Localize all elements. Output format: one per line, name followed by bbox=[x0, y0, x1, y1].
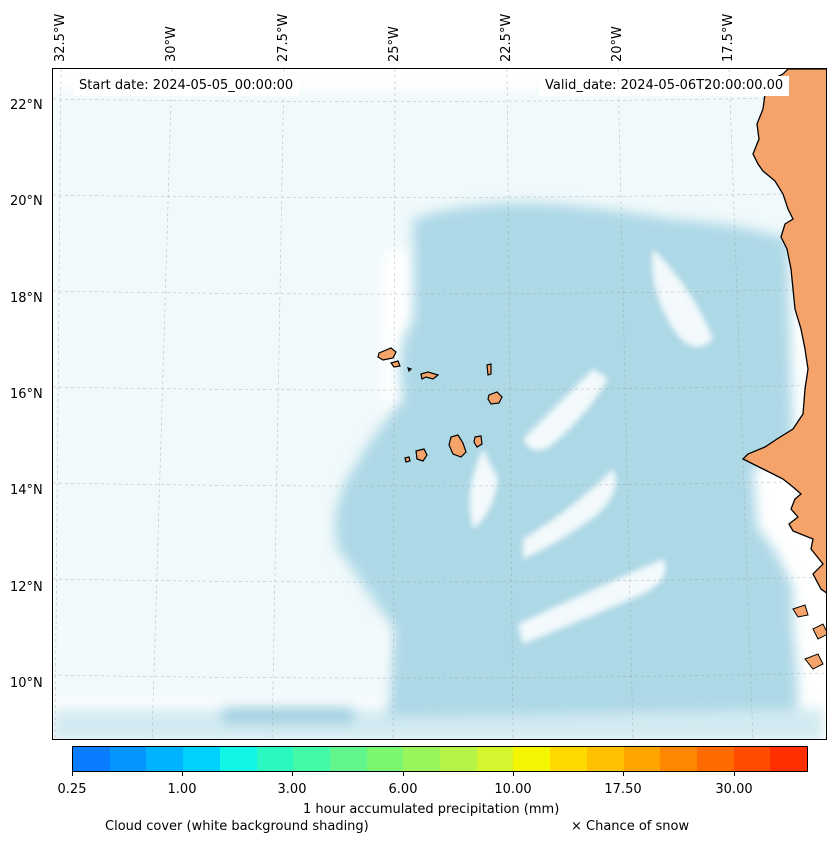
map-frame[interactable] bbox=[52, 68, 827, 740]
island-santiago bbox=[448, 434, 467, 458]
colorbar-segment bbox=[476, 747, 514, 771]
island-sal bbox=[486, 363, 492, 376]
start-date-label: Start date: 2024-05-05_00:00:00 bbox=[73, 76, 300, 96]
graticule bbox=[53, 69, 826, 739]
island-sao-nicolau bbox=[420, 371, 440, 380]
colorbar-segment bbox=[183, 747, 220, 771]
cloud-cover-haze bbox=[53, 89, 803, 699]
lon-label-20w: 20°W bbox=[610, 26, 625, 62]
lat-label-16n: 16°N bbox=[10, 387, 43, 402]
colorbar-tick bbox=[403, 772, 404, 776]
clear-sky-streaks bbox=[469, 249, 713, 644]
lat-label-14n: 14°N bbox=[10, 483, 43, 498]
cloud-cover-legend: Cloud cover (white background shading) bbox=[105, 819, 369, 834]
colorbar-segment bbox=[586, 747, 624, 771]
colorbar-tick bbox=[72, 772, 73, 776]
island-santo-antao bbox=[377, 347, 397, 361]
colorbar-tick bbox=[734, 772, 735, 776]
colorbar-segment bbox=[513, 747, 551, 771]
island-sao-vicente bbox=[389, 360, 401, 368]
africa-coastline bbox=[741, 69, 826, 670]
island-boa-vista bbox=[487, 391, 503, 405]
colorbar-segment bbox=[770, 747, 808, 771]
lon-label-30w: 30°W bbox=[164, 26, 179, 62]
lat-label-10n: 10°N bbox=[10, 676, 43, 691]
lat-label-20n: 20°N bbox=[10, 194, 43, 209]
cape-verde-islands bbox=[377, 347, 503, 463]
colorbar-segment bbox=[440, 747, 477, 771]
island-brava bbox=[404, 456, 411, 463]
colorbar-segment bbox=[219, 747, 257, 771]
colorbar-tick-label: 3.00 bbox=[277, 782, 307, 797]
lon-label-32-5w: 32.5°W bbox=[53, 13, 68, 62]
colorbar-tick-label: 10.00 bbox=[494, 782, 532, 797]
colorbar-segment bbox=[73, 747, 110, 771]
map-canvas bbox=[53, 69, 826, 739]
colorbar-segment bbox=[256, 747, 294, 771]
colorbar-segment bbox=[696, 747, 734, 771]
lat-label-22n: 22°N bbox=[10, 98, 43, 113]
colorbar-segment bbox=[733, 747, 771, 771]
precipitation-colorbar bbox=[72, 746, 808, 772]
colorbar-segment bbox=[660, 747, 697, 771]
lon-label-22-5w: 22.5°W bbox=[499, 13, 514, 62]
colorbar-segment bbox=[293, 747, 330, 771]
colorbar-tick-label: 0.25 bbox=[57, 782, 87, 797]
colorbar-tick bbox=[513, 772, 514, 776]
lat-label-18n: 18°N bbox=[10, 291, 43, 306]
colorbar-segment bbox=[329, 747, 367, 771]
valid-date-label: Valid_date: 2024-05-06T20:00:00.00 bbox=[539, 76, 790, 96]
lon-label-17-5w: 17.5°W bbox=[721, 13, 736, 62]
island-santa-luzia bbox=[407, 367, 413, 373]
colorbar-segment bbox=[550, 747, 587, 771]
lon-label-25w: 25°W bbox=[387, 26, 402, 62]
colorbar-tick-label: 1.00 bbox=[167, 782, 197, 797]
colorbar-segment bbox=[146, 747, 184, 771]
colorbar-tick-label: 30.00 bbox=[715, 782, 753, 797]
colorbar-segment bbox=[366, 747, 404, 771]
colorbar-segment bbox=[109, 747, 147, 771]
colorbar-tick bbox=[182, 772, 183, 776]
colorbar-title: 1 hour accumulated precipitation (mm) bbox=[303, 802, 560, 817]
lon-label-27-5w: 27.5°W bbox=[276, 13, 291, 62]
colorbar-segment bbox=[403, 747, 441, 771]
snow-legend: × Chance of snow bbox=[571, 819, 690, 834]
colorbar-tick-label: 6.00 bbox=[388, 782, 418, 797]
colorbar-tick bbox=[623, 772, 624, 776]
lat-label-12n: 12°N bbox=[10, 580, 43, 595]
colorbar-tick bbox=[292, 772, 293, 776]
island-fogo bbox=[415, 448, 428, 462]
island-maio bbox=[473, 435, 483, 448]
colorbar-tick-label: 17.50 bbox=[604, 782, 642, 797]
colorbar-segment bbox=[623, 747, 661, 771]
